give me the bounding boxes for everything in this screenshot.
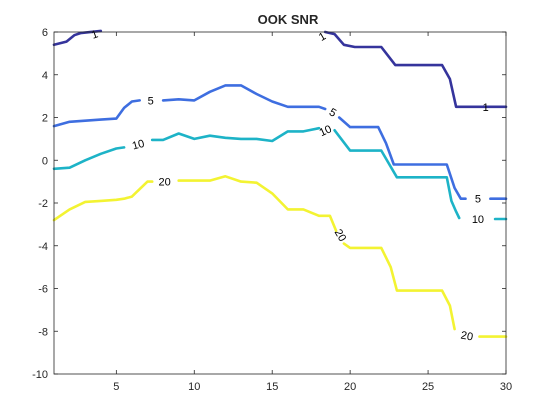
contour-line-20 bbox=[342, 242, 456, 331]
x-tick-label: 15 bbox=[266, 381, 278, 393]
contour-label-1: 1 bbox=[483, 102, 489, 114]
y-tick-label: 0 bbox=[42, 155, 48, 167]
contour-label-20: 20 bbox=[332, 227, 349, 244]
y-tick-label: 6 bbox=[42, 27, 48, 39]
x-tick-label: 10 bbox=[188, 381, 200, 393]
contour-label-10: 10 bbox=[472, 214, 484, 226]
x-axis: 5 10 15 20 25 30 bbox=[113, 32, 512, 393]
contour-label-1: 1 bbox=[317, 30, 328, 43]
y-tick-label: -6 bbox=[38, 284, 48, 296]
contour-line-10 bbox=[333, 129, 461, 220]
contour-line-10 bbox=[150, 126, 321, 143]
contour-line-5 bbox=[337, 116, 467, 200]
y-tick-label: -8 bbox=[38, 326, 48, 338]
contour-line-20 bbox=[177, 175, 338, 233]
x-tick-label: 5 bbox=[113, 381, 119, 393]
x-tick-label: 20 bbox=[344, 381, 356, 393]
contour-label-5: 5 bbox=[327, 106, 338, 119]
y-tick-label: -10 bbox=[32, 369, 48, 381]
contour-lines-group bbox=[52, 29, 508, 338]
y-tick-label: 2 bbox=[42, 113, 48, 125]
y-tick-label: -4 bbox=[38, 241, 48, 253]
y-tick-label: 4 bbox=[42, 70, 48, 82]
contour-label-20: 20 bbox=[159, 177, 171, 189]
contour-line-10 bbox=[52, 146, 126, 171]
contour-label-5: 5 bbox=[475, 194, 481, 206]
contour-line-5 bbox=[52, 99, 141, 128]
x-tick-label: 30 bbox=[500, 381, 512, 393]
contour-label-10: 10 bbox=[131, 138, 146, 153]
y-tick-label: -2 bbox=[38, 198, 48, 210]
contour-label-10: 10 bbox=[318, 123, 334, 139]
contour-line-20 bbox=[52, 180, 154, 222]
chart-title: OOK SNR bbox=[258, 12, 319, 27]
contour-label-20: 20 bbox=[460, 330, 474, 344]
contour-labels-group: 1 1 1 5 5 5 10 10 10 20 20 20 bbox=[90, 28, 489, 343]
contour-label-1: 1 bbox=[90, 28, 100, 41]
contour-line-5 bbox=[161, 84, 327, 111]
contour-label-5: 5 bbox=[148, 95, 154, 107]
contour-line-1 bbox=[323, 30, 508, 109]
x-tick-label: 25 bbox=[422, 381, 434, 393]
